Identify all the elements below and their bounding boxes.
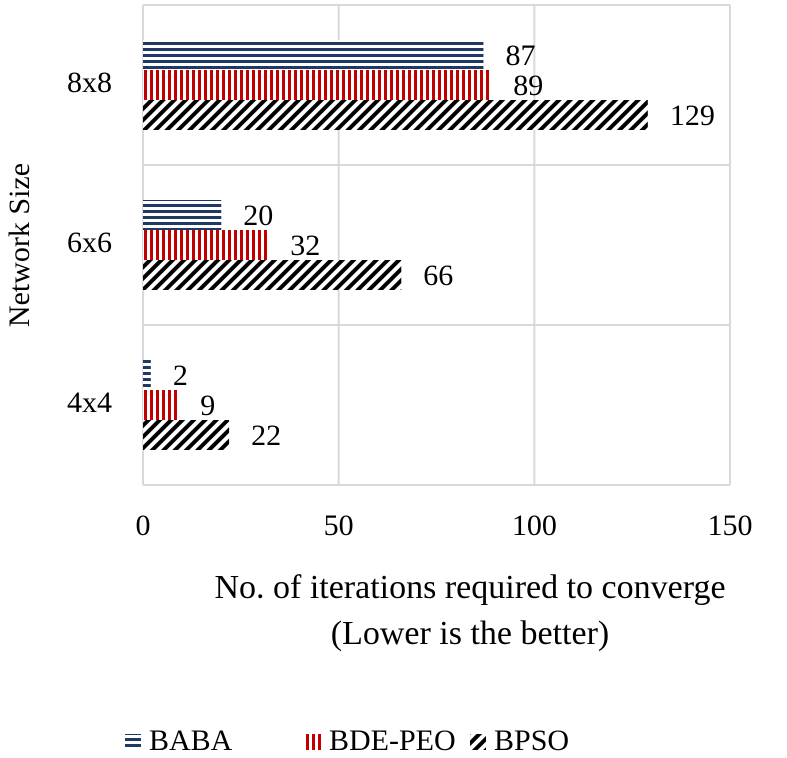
y-tick-label: 4x4: [67, 386, 112, 419]
bar: [143, 260, 402, 290]
x-tick-label: 150: [708, 509, 753, 542]
legend-swatch: [470, 734, 486, 750]
data-label: 66: [423, 259, 453, 292]
legend-label: BDE-PEO: [329, 724, 456, 757]
data-label: 22: [251, 419, 281, 452]
x-tick-label: 100: [512, 509, 557, 542]
data-label: 20: [243, 199, 273, 232]
y-tick-label: 8x8: [67, 66, 112, 99]
legend-label: BPSO: [494, 724, 569, 757]
bar: [143, 420, 230, 450]
data-label: 32: [290, 229, 320, 262]
bar: [143, 360, 151, 390]
x-axis-subtitle: (Lower is the better): [331, 615, 610, 652]
legend-swatch: [305, 734, 321, 750]
x-tick-label: 50: [324, 509, 354, 542]
data-label: 87: [505, 39, 535, 72]
bar: [143, 100, 648, 130]
data-label: 129: [670, 99, 715, 132]
bar: [143, 70, 492, 100]
data-label: 9: [200, 389, 215, 422]
data-label: 2: [173, 359, 188, 392]
y-tick-label: 6x6: [67, 226, 112, 259]
bar: [143, 200, 222, 230]
bar: [143, 390, 179, 420]
x-axis-title: No. of iterations required to converge: [214, 569, 725, 606]
y-axis-title: Network Size: [3, 163, 36, 327]
bar: [143, 230, 269, 260]
x-tick-label: 0: [136, 509, 151, 542]
legend-label: BABA: [149, 724, 233, 757]
legend-swatch: [125, 734, 141, 750]
data-label: 89: [513, 69, 543, 102]
bar: [143, 40, 484, 70]
